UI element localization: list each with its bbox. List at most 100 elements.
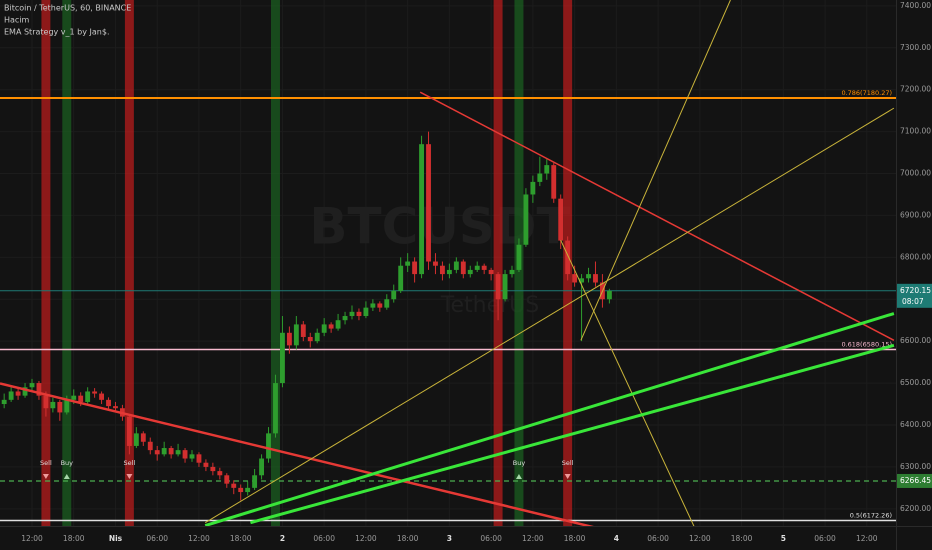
y-tick-label: 6400.00 [900, 420, 931, 429]
candle-body [133, 433, 139, 446]
candle-body [280, 332, 285, 384]
candle-body [300, 324, 306, 337]
candle-body [495, 274, 501, 300]
signal-arrow [63, 474, 70, 479]
x-tick-label: 18:00 [63, 534, 85, 543]
candle-body [579, 278, 584, 283]
x-tick-label: 12:00 [188, 534, 210, 543]
candle-body [537, 173, 543, 182]
trendline [419, 91, 895, 341]
candle-body [572, 274, 578, 283]
candle-body [426, 144, 431, 262]
signal-label: Buy [513, 459, 526, 467]
candle-body [328, 324, 334, 329]
candle-body [154, 450, 160, 455]
candle-body [606, 290, 612, 300]
y-tick-label: 7400.00 [900, 1, 931, 10]
candle-body [99, 393, 104, 400]
price-box-label: 6720.15 [900, 286, 931, 295]
candle-body [161, 448, 167, 455]
candle-body [286, 332, 292, 346]
candle-body [196, 454, 202, 463]
candle-body [356, 311, 362, 317]
countdown-label: 08:07 [902, 297, 924, 306]
candle-body [71, 395, 77, 400]
fib-label: 0.618(6580.15) [841, 340, 892, 348]
y-tick-label: 6800.00 [900, 252, 931, 261]
x-tick-label: 12:00 [522, 534, 544, 543]
y-tick-label: 7300.00 [900, 43, 931, 52]
signal-band [271, 0, 280, 526]
y-tick-label: 6300.00 [900, 462, 931, 471]
candle-body [391, 290, 397, 300]
signal-label: Buy [61, 459, 74, 467]
candle-body [78, 395, 84, 402]
candle-body [175, 450, 181, 455]
chart-title: Bitcoin / TetherUS, 60, BINANCE [4, 4, 131, 13]
x-tick-label: 06:00 [480, 534, 502, 543]
signal-arrow [126, 474, 133, 479]
candle-body [168, 448, 174, 455]
candle-body [64, 399, 70, 413]
candle-body [245, 487, 251, 493]
y-tick-label: 7200.00 [900, 85, 931, 94]
indicator-label: EMA Strategy v_1 by Jan$. [4, 28, 109, 37]
fib-label: 0.786(7180.27) [841, 89, 892, 97]
candle-body [516, 244, 522, 270]
price-box-label: 6266.45 [900, 476, 931, 485]
x-tick-label: 18:00 [731, 534, 753, 543]
x-tick-label: 5 [781, 534, 786, 543]
candle-body [293, 324, 299, 346]
trendline [204, 107, 895, 524]
price-box [897, 473, 932, 488]
candle-body [22, 387, 28, 396]
signal-label: Sell [124, 459, 136, 467]
x-tick-label: 06:00 [146, 534, 168, 543]
candle-body [85, 391, 91, 402]
candle-body [446, 269, 452, 275]
candle-body [321, 324, 327, 333]
candle-body [113, 406, 118, 409]
candle-body [523, 194, 529, 245]
x-tick-label: 12:00 [689, 534, 711, 543]
candle-body [1, 399, 7, 405]
candle-body [57, 401, 63, 413]
candle-body [15, 391, 21, 396]
grid [0, 0, 896, 526]
watermark: BTCUSDT [309, 198, 570, 256]
candle-body [217, 471, 223, 476]
candle-body [210, 466, 216, 472]
candle-body [335, 320, 341, 329]
candle-body [558, 198, 564, 241]
candle-body [467, 269, 473, 275]
candle-body [377, 303, 383, 308]
x-tick-label: 18:00 [397, 534, 419, 543]
trendline [580, 0, 731, 341]
axes: 6200.006300.006400.006500.006600.006700.… [21, 1, 932, 543]
x-tick-label: 2 [280, 534, 285, 543]
candle-body [481, 265, 487, 270]
candle-body [182, 450, 188, 459]
candle-body [238, 487, 244, 493]
watermark: TetherUS [440, 293, 539, 318]
candle-body [140, 433, 146, 442]
y-tick-label: 6200.00 [900, 504, 931, 513]
candle-body [342, 316, 348, 321]
y-tick-label: 6500.00 [900, 378, 931, 387]
candle-body [43, 395, 49, 409]
candle-body [586, 274, 591, 279]
candle-body [147, 441, 153, 451]
candle-body [433, 261, 438, 266]
candle-body [203, 462, 209, 467]
candle-body [551, 165, 557, 199]
candle-body [370, 303, 376, 308]
x-tick-label: 4 [614, 534, 619, 543]
y-tick-label: 7100.00 [900, 127, 931, 136]
signal-arrow [42, 474, 49, 479]
candle-body [502, 274, 508, 300]
signal-label: Sell [40, 459, 52, 467]
candle-body [50, 401, 56, 409]
candle-body [36, 383, 42, 396]
